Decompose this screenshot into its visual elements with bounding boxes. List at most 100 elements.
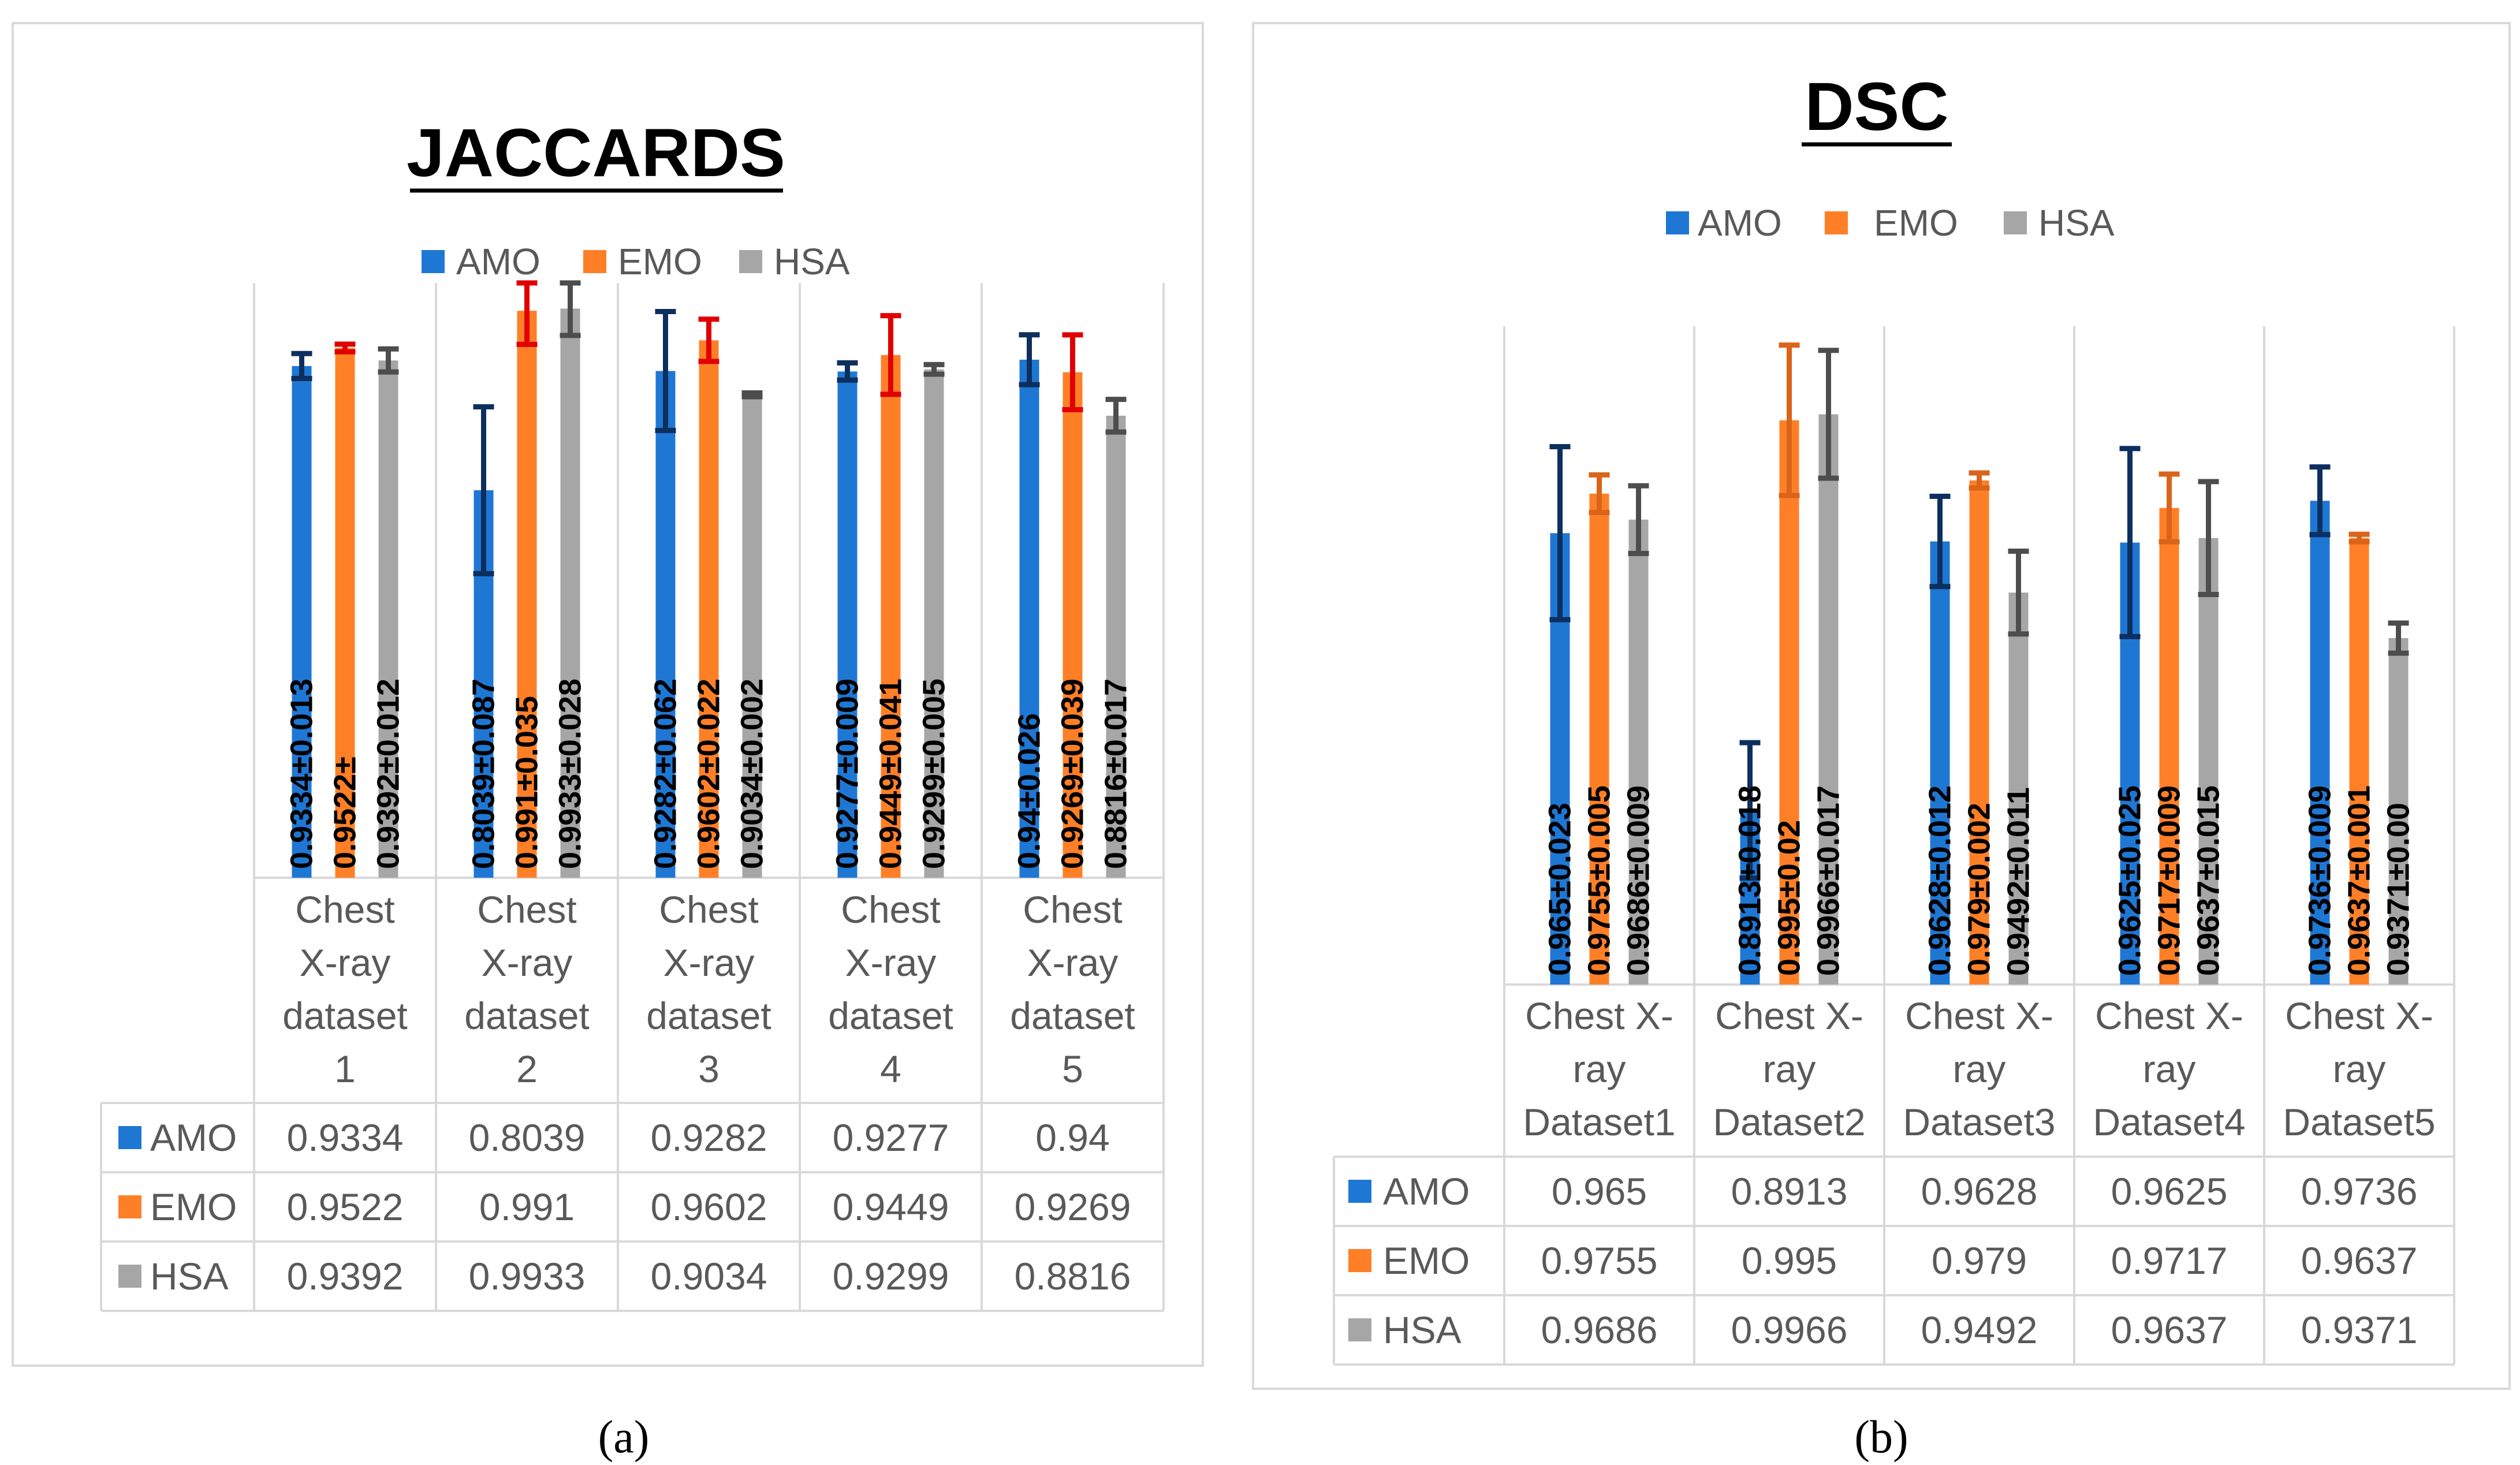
table-cell: 0.991	[479, 1186, 575, 1228]
data-label: 0.8913±0.018	[1733, 785, 1768, 976]
chart-title: JACCARDS	[407, 115, 785, 191]
subfigure-label: (a)	[598, 1412, 650, 1463]
data-label: 0.9282±0.062	[648, 679, 683, 869]
table-cell: 0.9637	[2301, 1239, 2418, 1282]
bar-emo	[517, 311, 537, 878]
table-cell: 0.9628	[1921, 1170, 2038, 1213]
data-label: 0.9334±0.013	[285, 679, 319, 869]
category-label: ray	[1953, 1048, 2006, 1090]
data-label: 0.9736±0.009	[2303, 785, 2338, 976]
data-label: 0.9269±0.039	[1056, 679, 1090, 869]
table-swatch-emo	[118, 1195, 141, 1218]
table-cell: 0.9492	[1921, 1309, 2038, 1351]
table-cell: 0.9755	[1541, 1239, 1658, 1282]
bar-emo	[699, 340, 719, 878]
data-label: 0.9299±0.005	[917, 679, 952, 869]
bar-emo	[335, 348, 355, 878]
table-cell: 0.965	[1552, 1170, 1647, 1213]
data-label: 0.9277±0.009	[830, 679, 865, 869]
table-cell: 0.8913	[1731, 1170, 1848, 1213]
category-label: 5	[1062, 1048, 1083, 1090]
table-cell: 0.9933	[469, 1255, 586, 1298]
category-label: dataset	[464, 994, 590, 1037]
category-label: ray	[2143, 1048, 2196, 1090]
data-label: 0.995±0.02	[1772, 820, 1807, 976]
table-cell: 0.9392	[287, 1255, 404, 1298]
category-label: Chest	[841, 888, 940, 931]
data-label: 0.9637±0.001	[2342, 785, 2377, 976]
data-label: 0.9686±0.009	[1621, 785, 1656, 976]
bar-hsa	[2198, 538, 2219, 985]
data-label: 0.9392±0.012	[371, 679, 406, 869]
table-cell: 0.9686	[1541, 1309, 1658, 1351]
category-label: Chest	[295, 888, 394, 931]
legend-swatch-emo	[583, 250, 606, 273]
table-row-label: EMO	[1383, 1239, 1470, 1282]
chart-title: DSC	[1805, 69, 1948, 145]
category-label: 4	[880, 1048, 901, 1090]
bar-hsa	[378, 360, 398, 878]
table-cell: 0.9269	[1015, 1186, 1131, 1228]
table-cell: 0.9282	[651, 1116, 767, 1159]
chart-panel-a: JACCARDS AMO EMO HSA 0.9334±0.013 0.8039±0.08…	[12, 22, 1204, 1463]
table-cell: 0.9637	[2111, 1309, 2228, 1351]
category-label: Chest	[477, 888, 576, 931]
table-cell: 0.9034	[651, 1255, 767, 1298]
table-cell: 0.9371	[2301, 1309, 2418, 1351]
data-label: 0.9602±0.022	[692, 679, 726, 869]
table-swatch-amo	[1348, 1180, 1371, 1203]
bar-hsa	[560, 308, 580, 878]
category-label: X-ray	[663, 941, 755, 984]
data-label: 0.9755±0.005	[1582, 785, 1617, 976]
category-label: 3	[698, 1048, 720, 1090]
category-label: Chest X-	[1715, 994, 1863, 1037]
bar-hsa	[924, 369, 944, 878]
legend-label-amo: AMO	[1698, 202, 1782, 244]
bar-emo	[1969, 480, 1989, 985]
data-label: 0.9628±0.012	[1923, 785, 1958, 976]
table-cell: 0.9277	[833, 1116, 949, 1159]
table-cell: 0.94	[1035, 1116, 1109, 1159]
category-label: dataset	[646, 994, 771, 1037]
data-label: 0.9933±0.028	[553, 679, 588, 869]
table-cell: 0.9334	[287, 1116, 404, 1159]
category-label: dataset	[282, 994, 408, 1037]
table-cell: 0.9299	[833, 1255, 949, 1298]
legend-label-hsa: HSA	[774, 241, 850, 282]
bar-emo	[1063, 372, 1083, 878]
category-label: X-ray	[300, 941, 391, 984]
table-cell: 0.995	[1742, 1239, 1837, 1282]
table-cell: 0.9736	[2301, 1170, 2418, 1213]
table-cell: 0.979	[1932, 1239, 2027, 1282]
bar-emo	[2159, 508, 2179, 985]
legend-swatch-amo	[1666, 211, 1689, 234]
bar-amo	[1930, 541, 1950, 985]
bar-amo	[837, 371, 858, 878]
table-cell: 0.8816	[1015, 1255, 1131, 1298]
category-label: Chest	[659, 888, 758, 931]
panel-frame	[12, 22, 1204, 1367]
data-label: 0.8039±0.087	[467, 679, 501, 869]
category-label: Dataset5	[2283, 1101, 2435, 1143]
category-label: dataset	[1010, 994, 1135, 1037]
table-cell: 0.9717	[2111, 1239, 2228, 1282]
legend-swatch-hsa	[2004, 211, 2027, 234]
category-label: 1	[334, 1048, 356, 1090]
category-label: 2	[516, 1048, 538, 1090]
subfigure-label: (b)	[1854, 1412, 1908, 1463]
bar-emo	[2349, 538, 2369, 985]
category-label: X-ray	[845, 941, 937, 984]
category-label: Chest X-	[2095, 994, 2243, 1037]
table-swatch-hsa	[118, 1265, 141, 1288]
category-label: X-ray	[482, 941, 573, 984]
bar-hsa	[1628, 519, 1649, 985]
bar-hsa	[1106, 415, 1126, 878]
table-row-label: EMO	[150, 1186, 237, 1228]
category-label: Dataset4	[2093, 1101, 2245, 1143]
panel-frame	[1252, 22, 2511, 1390]
category-label: Chest X-	[2285, 994, 2433, 1037]
data-label: 0.9625±0.025	[2113, 785, 2148, 976]
data-label: 0.94±0.026	[1012, 713, 1047, 869]
category-label: dataset	[828, 994, 953, 1037]
